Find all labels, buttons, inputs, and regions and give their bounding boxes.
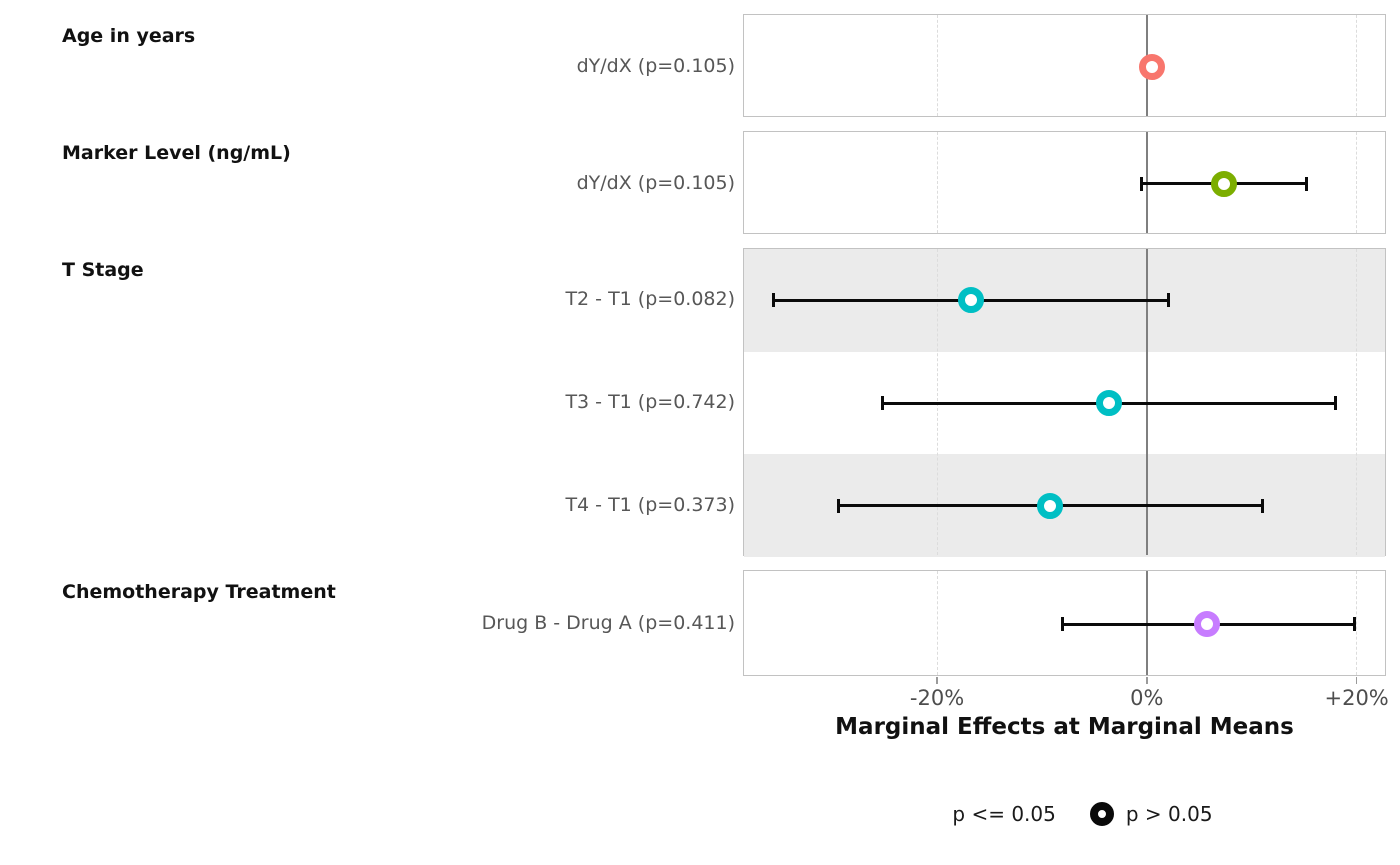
row-label: dY/dX (p=0.105) bbox=[576, 171, 735, 194]
group-title: Age in years bbox=[62, 25, 196, 47]
row-label: dY/dX (p=0.105) bbox=[576, 54, 735, 77]
error-bar-cap-low bbox=[836, 498, 840, 513]
plot-panel bbox=[743, 14, 1386, 117]
row-label: T4 - T1 (p=0.373) bbox=[565, 493, 735, 516]
legend-key-significant bbox=[916, 802, 940, 826]
group-title: Chemotherapy Treatment bbox=[62, 581, 336, 603]
row-label: Drug B - Drug A (p=0.411) bbox=[481, 612, 735, 634]
x-axis-tick-label: -20% bbox=[909, 686, 965, 710]
row-label: T2 - T1 (p=0.082) bbox=[565, 288, 735, 311]
error-bar-cap-high bbox=[1353, 617, 1357, 631]
error-bar-cap-low bbox=[880, 396, 884, 410]
error-bar-cap-low bbox=[1061, 617, 1065, 631]
legend-label-significant: p <= 0.05 bbox=[952, 802, 1056, 826]
dashed-gridline bbox=[1355, 571, 1357, 675]
x-axis-title: Marginal Effects at Marginal Means bbox=[835, 714, 1294, 740]
dashed-gridline bbox=[937, 132, 939, 233]
group-title: T Stage bbox=[62, 259, 144, 281]
estimate-point bbox=[1194, 611, 1221, 637]
estimate-point bbox=[1138, 53, 1165, 80]
open-circle-icon bbox=[1089, 802, 1114, 826]
legend-label-not-significant: p > 0.05 bbox=[1125, 802, 1213, 826]
group-title: Marker Level (ng/mL) bbox=[62, 142, 291, 164]
x-axis-tick bbox=[1146, 677, 1148, 684]
dashed-gridline bbox=[1355, 249, 1357, 555]
x-axis-tick bbox=[1355, 677, 1358, 684]
estimate-point bbox=[1210, 170, 1237, 197]
error-bar-cap-high bbox=[1261, 498, 1265, 513]
dashed-gridline bbox=[1355, 15, 1357, 116]
plot-panel bbox=[743, 570, 1386, 676]
plot-panel bbox=[743, 131, 1386, 234]
estimate-point bbox=[957, 287, 984, 314]
estimate-point bbox=[1037, 492, 1064, 519]
estimate-point bbox=[1095, 390, 1122, 416]
x-axis-tick-label: +20% bbox=[1324, 686, 1389, 710]
error-bar-cap-high bbox=[1305, 176, 1309, 191]
legend: p <= 0.05 p > 0.05 bbox=[743, 798, 1386, 830]
error-bar-cap-low bbox=[1139, 176, 1143, 191]
dashed-gridline bbox=[937, 15, 939, 116]
dashed-gridline bbox=[937, 571, 939, 675]
plot-panel bbox=[743, 248, 1386, 557]
x-axis-tick bbox=[936, 677, 938, 684]
error-bar-cap-high bbox=[1334, 396, 1338, 410]
row-label: T3 - T1 (p=0.742) bbox=[565, 391, 735, 413]
error-bar-cap-high bbox=[1167, 293, 1171, 308]
x-axis-tick-label: 0% bbox=[1130, 686, 1164, 710]
legend-key-not-significant bbox=[1089, 802, 1114, 826]
error-bar-cap-low bbox=[771, 293, 775, 308]
dashed-gridline bbox=[1355, 132, 1357, 233]
